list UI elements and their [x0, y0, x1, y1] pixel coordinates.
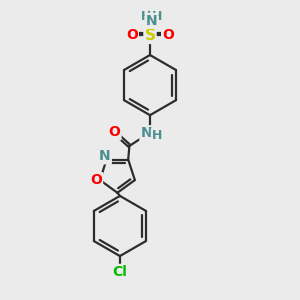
Text: S: S: [145, 28, 155, 43]
Text: N: N: [99, 149, 111, 164]
Text: H: H: [152, 129, 162, 142]
Text: O: O: [126, 28, 138, 42]
Text: O: O: [162, 28, 174, 42]
Text: H: H: [152, 10, 162, 23]
Text: Cl: Cl: [112, 265, 128, 279]
Text: N: N: [146, 14, 158, 28]
Text: O: O: [90, 173, 102, 187]
Text: H: H: [141, 10, 152, 23]
Text: N: N: [140, 126, 152, 140]
Text: O: O: [109, 125, 121, 139]
